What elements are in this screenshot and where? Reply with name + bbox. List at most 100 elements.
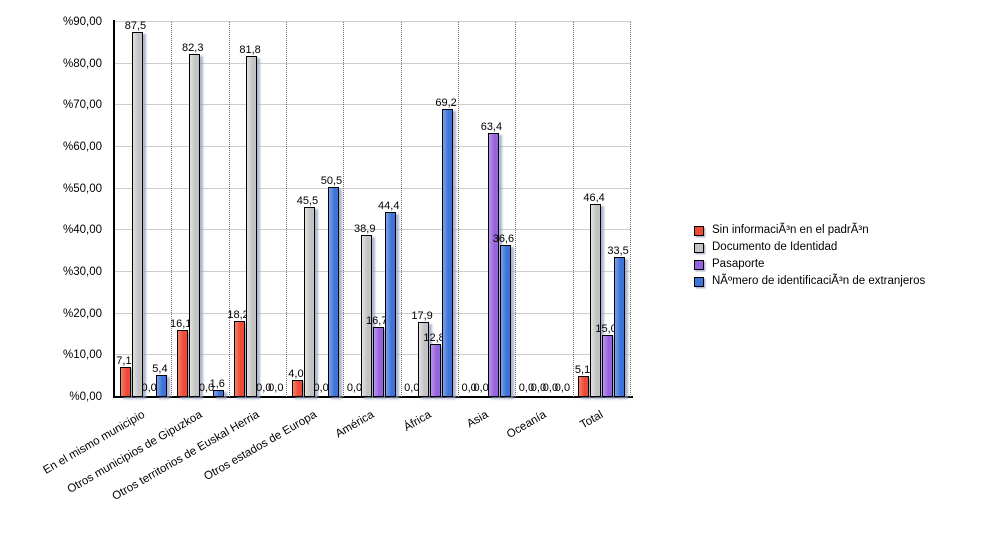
bar-value-label: 0,0 <box>473 382 489 394</box>
y-tick-label: %20,00 <box>62 307 102 320</box>
bar: 1,6 <box>210 378 225 397</box>
bar-value-label: 16,1 <box>170 317 192 330</box>
bar-value-label: 36,6 <box>492 232 515 245</box>
bar: 82,3 <box>182 42 203 397</box>
bar: 7,1 <box>116 355 132 397</box>
bar: 36,6 <box>493 233 514 397</box>
gridline <box>115 187 631 189</box>
category-group: 4,0 45,5 0,0 50,5 <box>287 22 345 397</box>
bar-value-label: 15,0 <box>595 322 617 335</box>
bar-value-label: 82,3 <box>182 42 204 55</box>
gridline <box>115 229 631 231</box>
gridline <box>115 146 631 147</box>
bar: 50,5 <box>321 175 342 397</box>
category-group: 0,0 0,0 63,4 36,6 <box>459 22 517 397</box>
gridline <box>115 312 631 314</box>
legend-item: Sin informaciÃ³n en el padrÃ³n <box>694 224 925 237</box>
gridline <box>115 104 631 106</box>
bar: 18,2 <box>227 309 249 397</box>
y-tick-label: %50,00 <box>62 182 102 195</box>
bar: 4,0 <box>288 368 304 397</box>
bar: 16,1 <box>170 318 191 397</box>
category-group: 16,1 82,3 0,0 1,6 <box>170 22 230 397</box>
legend-swatch <box>694 225 704 236</box>
gridline <box>115 271 631 272</box>
category-label: América <box>333 408 376 441</box>
bar-value-label: 1,6 <box>209 378 225 391</box>
y-tick-label: %10,00 <box>62 349 102 362</box>
bar: 44,4 <box>378 200 399 397</box>
bar-value-label: 63,4 <box>480 120 503 133</box>
category-group: 7,1 87,5 0,0 5,4 <box>115 20 173 397</box>
bar: 87,5 <box>125 20 146 397</box>
category-group: 18,2 81,8 0,0 0,0 <box>227 22 287 397</box>
bar: 17,9 <box>411 310 433 397</box>
bar: 69,2 <box>435 97 457 397</box>
bar-value-label: 0,0 <box>530 382 547 394</box>
bar-value-label: 0,0 <box>256 382 272 394</box>
legend-label: Sin informaciÃ³n en el padrÃ³n <box>712 224 869 236</box>
legend-item: Documento de Identidad <box>694 241 925 254</box>
category-label: Asia <box>465 408 491 431</box>
category-group: 0,0 0,0 0,0 0,0 <box>516 22 574 397</box>
bar-value-label: 0,0 <box>141 382 157 394</box>
legend-item: NÃºmero de identificaciÃ³n de extranjero… <box>694 275 925 288</box>
x-axis-labels: En el mismo municipio Otros municipios de… <box>41 398 631 528</box>
y-tick-label: %0,00 <box>69 391 102 403</box>
bar-value-label: 44,4 <box>378 200 400 212</box>
bar-value-label: 0,0 <box>404 382 420 394</box>
bar-value-label: 33,5 <box>607 245 629 258</box>
bar-value-label: 0,0 <box>542 382 559 394</box>
y-tick-label: %30,00 <box>62 266 102 278</box>
bar: 33,5 <box>607 245 629 397</box>
y-axis-line <box>113 20 115 398</box>
y-tick-label: %60,00 <box>62 141 102 153</box>
bar-value-label: 12,8 <box>423 331 445 344</box>
bar-value-label: 16,7 <box>366 315 388 328</box>
bar-value-label: 0,0 <box>313 382 329 394</box>
category-group: 0,0 38,9 16,7 44,4 <box>344 22 402 397</box>
legend-swatch <box>694 276 704 287</box>
y-tick-label: %40,00 <box>62 224 102 237</box>
category-label: África <box>401 408 434 434</box>
bar-value-label: 87,5 <box>124 20 147 33</box>
bar-value-label: 5,1 <box>574 363 591 376</box>
legend-swatch <box>694 259 704 270</box>
category-group: 0,0 17,9 12,8 69,2 <box>402 22 459 397</box>
bar-value-label: 0,0 <box>554 382 571 394</box>
bar-value-label: 38,9 <box>354 222 376 235</box>
bar-value-label: 46,4 <box>583 191 605 204</box>
category-label: Total <box>578 408 606 432</box>
bar: 5,1 <box>575 364 590 397</box>
category-label: Oceanía <box>504 408 548 441</box>
legend-label: Pasaporte <box>712 258 765 270</box>
bar: 12,8 <box>423 332 445 397</box>
bar-value-label: 7,1 <box>116 355 132 368</box>
y-tick-label: %90,00 <box>62 16 102 28</box>
bar: 5,4 <box>152 363 168 397</box>
plot-area: 7,1 87,5 0,0 5,4 16,1 82,3 0,0 1,6 18,2 81,8 0,0 0,… <box>115 20 631 397</box>
bar-value-label: 17,9 <box>411 310 433 323</box>
bar-value-label: 0,0 <box>461 382 477 394</box>
gridline <box>115 21 631 22</box>
bar-value-label: 81,8 <box>239 44 261 57</box>
bar-value-label: 0,0 <box>198 382 215 394</box>
gridline <box>115 62 631 64</box>
bar-value-label: 0,0 <box>268 382 284 394</box>
category-group: 5,1 46,4 15,0 33,5 <box>574 22 631 397</box>
legend-label: NÃºmero de identificaciÃ³n de extranjero… <box>712 275 926 287</box>
bar-value-label: 69,2 <box>435 96 457 109</box>
bar: 63,4 <box>481 121 502 397</box>
y-tick-label: %80,00 <box>62 57 102 70</box>
bar-value-label: 50,5 <box>320 174 343 187</box>
legend-item: Pasaporte <box>694 258 925 271</box>
bar: 15,0 <box>595 323 617 397</box>
bar-value-label: 0,0 <box>518 382 535 394</box>
legend-swatch <box>694 242 704 253</box>
bar-value-label: 18,2 <box>227 309 249 322</box>
bar-value-label: 4,0 <box>288 368 304 381</box>
y-axis-labels: %0,00 %10,00 %20,00 %30,00 %40,00 %50,00 %60,0… <box>30 16 108 403</box>
bar-value-label: 0,0 <box>346 382 363 394</box>
category-label: En el mismo municipio <box>41 408 147 477</box>
